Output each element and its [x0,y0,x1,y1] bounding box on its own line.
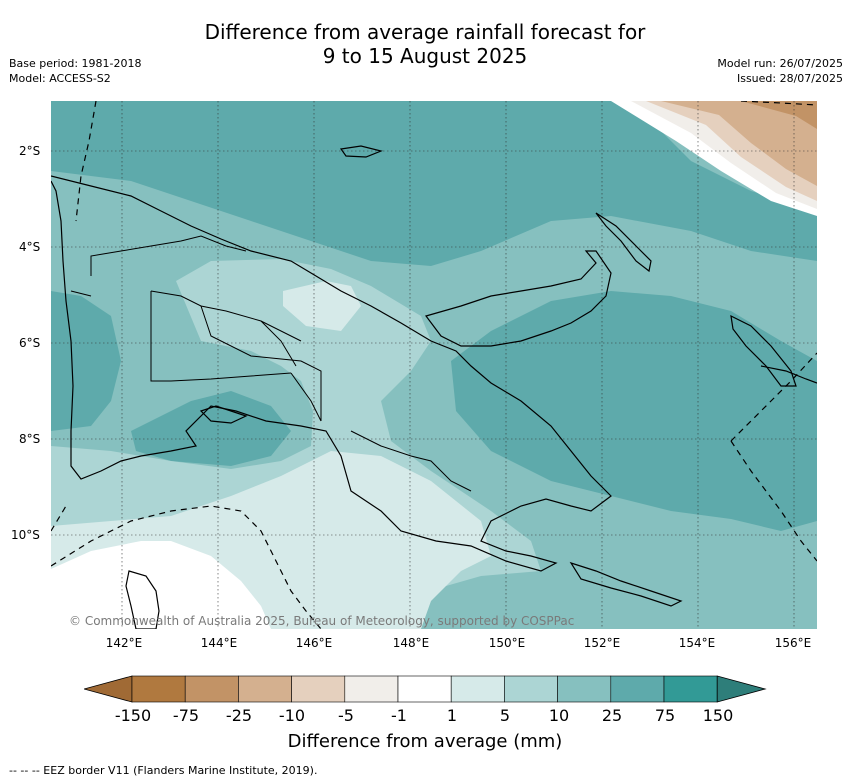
model-name: Model: ACCESS-S2 [9,72,111,85]
lat-label-10s: 10°S [11,528,40,542]
lat-label-2s: 2°S [19,144,41,158]
lon-label-154e: 154°E [678,636,716,650]
base-period: Base period: 1981-2018 [9,57,142,70]
colorbar-cell [184,675,239,703]
base-info: Base period: 1981-2018 Model: ACCESS-S2 [9,56,141,86]
lat-label-6s: 6°S [19,336,41,350]
colorbar-tick: 1 [446,706,458,725]
colorbar-tick: 5 [499,706,511,725]
colorbar-tick: 75 [654,706,676,725]
colorbar-cell [504,675,558,703]
colorbar-cell [131,675,186,703]
colorbar-cell [238,675,292,703]
province-borders [70,235,472,492]
bougainville-coast [730,314,797,387]
band-minus25-75 [741,101,817,129]
eez-legend-note: -- -- -- EEZ border V11 (Flanders Marine… [9,764,318,777]
band-1-5-centre [283,281,361,331]
new-ireland-coast [595,212,652,273]
title-line-2: 9 to 15 August 2025 [322,44,528,68]
new-britain-coast [424,250,612,347]
title-line-1: Difference from average rainfall forecas… [204,20,646,44]
band-25-75-east [451,291,817,531]
lon-label-142e: 142°E [105,636,143,650]
colorbar [84,675,767,703]
colorbar-extend-high [716,675,767,703]
colorbar-cell [557,675,612,703]
graticule [51,101,817,629]
colorbar-cell [291,675,346,703]
colorbar-cell [610,675,665,703]
band-25-75-south [131,391,291,466]
colorbar-tick: -150 [114,706,152,725]
colorbar-tick: -10 [278,706,306,725]
model-run: Model run: 26/07/2025 [717,57,843,70]
colorbar-tick: -75 [172,706,200,725]
band-minus10-25 [661,101,817,186]
manus-coast [339,145,383,158]
copyright-notice: © Commonwealth of Australia 2025, Bureau… [69,614,575,628]
new-guinea-coast [51,175,612,572]
run-info: Model run: 26/07/2025 Issued: 28/07/2025 [717,56,843,86]
colorbar-cell [344,675,399,703]
lat-label-4s: 4°S [19,240,41,254]
colorbar-tick: 25 [601,706,623,725]
coastlines [51,145,817,629]
colorbar-tick: -5 [338,706,354,725]
cape-york [125,570,160,629]
colorbar-title: Difference from average (mm) [287,731,563,752]
colorbar-cell [450,675,505,703]
colorbar-extend-low [84,675,133,703]
fly-river-islands [199,405,248,424]
colorbar-cells [84,675,767,703]
louisiade-islands [569,561,683,607]
band-25-75-west [51,291,121,431]
lon-label-148e: 148°E [392,636,430,650]
lon-label-146e: 146°E [295,636,333,650]
colorbar-tick: 150 [702,706,734,725]
lon-label-150e: 150°E [488,636,526,650]
colorbar-cell [663,675,718,703]
lon-label-156e: 156°E [774,636,812,650]
band-neutral-south [51,541,271,629]
lon-label-144e: 144°E [200,636,238,650]
issued-date: Issued: 28/07/2025 [736,72,843,85]
colorbar-tick: -1 [391,706,407,725]
colorbar-tick: 10 [548,706,570,725]
colorbar-tick: -25 [225,706,253,725]
map-title: Difference from average rainfall forecas… [0,20,850,68]
lon-label-152e: 152°E [583,636,621,650]
band-25-75-north [51,101,817,266]
lat-label-8s: 8°S [19,432,41,446]
rainfall-anomaly-map [51,101,817,629]
eez-borders [51,101,817,629]
colorbar-cell [397,675,452,703]
